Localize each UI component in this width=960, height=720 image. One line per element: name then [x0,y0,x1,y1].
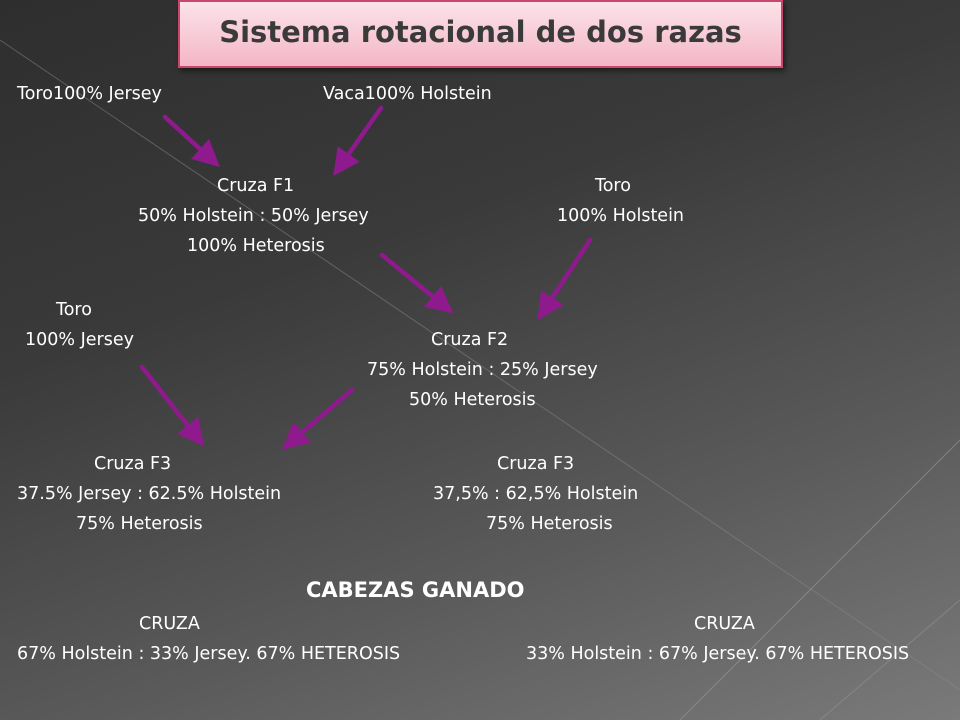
summary-left-text: 67% Holstein : 33% Jersey. 67% HETEROSIS [17,644,401,664]
bull-jersey-2-percent: 100% Jersey [25,330,134,350]
summary-heading: CABEZAS GANADO [306,578,525,602]
cow-holstein-label: Vaca100% Holstein [323,84,492,104]
f1-label: Cruza F1 [217,176,295,196]
bull-jersey-2-label: Toro [56,300,92,320]
f3b-percent: 37,5% : 62,5% Holstein [433,484,639,504]
f3a-label: Cruza F3 [94,454,172,474]
f3a-heterosis: 75% Heterosis [76,514,203,534]
bull-holstein-percent: 100% Holstein [557,206,685,226]
summary-left-label: CRUZA [139,614,200,634]
summary-right-label: CRUZA [694,614,755,634]
f3b-heterosis: 75% Heterosis [486,514,613,534]
f2-label: Cruza F2 [431,330,509,350]
slide-title: Sistema rotacional de dos razas [219,15,742,49]
f3b-label: Cruza F3 [497,454,575,474]
f2-heterosis: 50% Heterosis [409,390,536,410]
title-banner: Sistema rotacional de dos razas [178,0,783,68]
bull-jersey-label: Toro100% Jersey [17,84,162,104]
bull-holstein-label: Toro [595,176,631,196]
summary-right-text: 33% Holstein : 67% Jersey. 67% HETEROSIS [526,644,910,664]
f1-heterosis: 100% Heterosis [187,236,325,256]
f2-percent: 75% Holstein : 25% Jersey [367,360,598,380]
f3a-percent: 37.5% Jersey : 62.5% Holstein [17,484,282,504]
f1-percent: 50% Holstein : 50% Jersey [138,206,369,226]
